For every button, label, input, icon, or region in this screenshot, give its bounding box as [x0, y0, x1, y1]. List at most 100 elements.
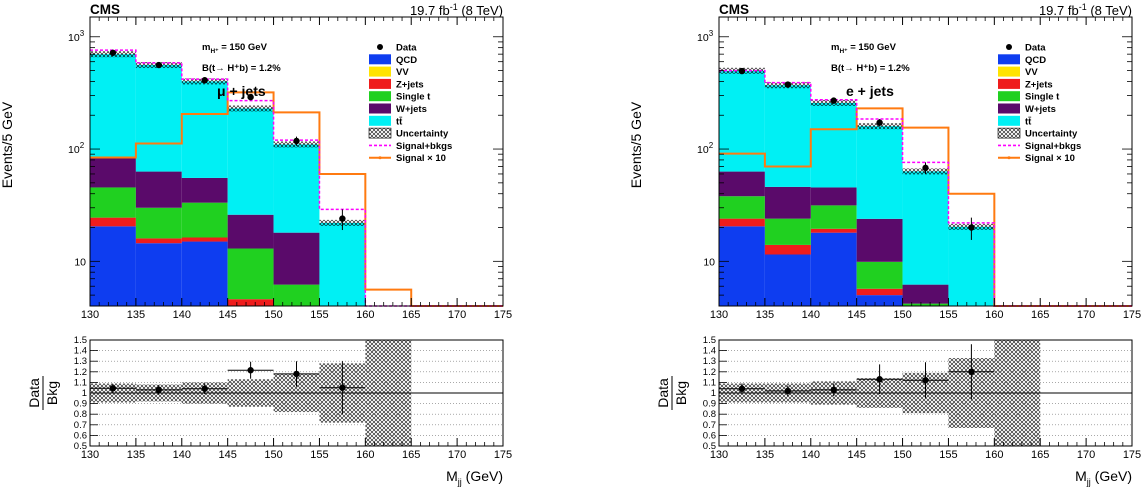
y-tick-label-2: 103 [68, 29, 85, 44]
ratio-y-tick-label-1: 0.6 [74, 430, 87, 441]
stack-bar-3-1 [764, 218, 811, 245]
legend-label-5: W+jets [396, 104, 427, 115]
x-tick-label-8: 170 [1077, 309, 1095, 321]
legend-swatch-5 [998, 103, 1020, 114]
x-axis-label-main: M [1075, 468, 1087, 484]
ratio-point-3 [247, 367, 254, 374]
channel-label: μ + jets [217, 83, 266, 99]
ratio-y-tick-label-8: 1.3 [703, 356, 716, 367]
ratio-x-tick-label-5: 155 [939, 449, 957, 461]
ratio-point-0 [738, 385, 746, 392]
stack-bar-5-3 [856, 126, 903, 219]
y-tick-label-exponent: 2 [80, 141, 85, 150]
stack-bar-3-2 [181, 202, 228, 238]
x-tick-label-1: 135 [127, 309, 145, 321]
legend-swatch-2 [998, 66, 1020, 77]
ratio-x-tick-label-7: 165 [1031, 449, 1049, 461]
legend-label-7: Uncertainty [396, 129, 449, 140]
stack-bar-2-3 [227, 299, 274, 306]
legend-swatch-5 [369, 103, 391, 114]
legend-swatch-4 [369, 91, 391, 102]
x-tick-label-3: 145 [847, 309, 865, 321]
ratio-y-tick-label-9: 1.4 [703, 346, 716, 357]
y-tick-label-exponent: 3 [80, 29, 85, 38]
x-axis-label-sub: jj [1086, 477, 1091, 487]
stack-bar-3-3 [856, 261, 903, 289]
data-point-3 [876, 119, 883, 126]
lumi-value: 19.7 fb [410, 3, 450, 18]
ratio-y-tick-label-6: 1.1 [74, 377, 87, 388]
x-tick-label-0: 130 [81, 309, 99, 321]
mass-value: = 150 GeV [219, 42, 268, 53]
y-tick-label-exponent: 3 [709, 29, 714, 38]
data-point-0 [109, 49, 117, 56]
data-point-5 [339, 215, 346, 222]
legend-swatch-3 [369, 78, 391, 89]
x-tick-label-2: 140 [173, 309, 191, 321]
ratio-x-tick-label-1: 135 [756, 449, 774, 461]
ratio-x-tick-label-8: 170 [1077, 449, 1095, 461]
main-frame [718, 16, 1133, 307]
x-tick-label-2: 140 [802, 309, 820, 321]
stack-bar-4-3 [227, 214, 274, 249]
ratio-y-tick-label-3: 0.8 [703, 409, 716, 420]
mass-label: mH⁺ = 150 GeV [831, 42, 897, 55]
ratio-y-tick-label-3: 0.8 [74, 409, 87, 420]
ratio-x-tick-label-4: 150 [264, 449, 282, 461]
ratio-y-tick-label-10: 1.5 [703, 335, 716, 346]
ratio-point-5 [968, 368, 975, 375]
ratio-point-3 [876, 376, 883, 383]
x-axis-label: Mjj (GeV) [1075, 468, 1132, 487]
ratio-point-4 [922, 377, 929, 384]
x-tick-label-3: 145 [218, 309, 236, 321]
ratio-x-tick-label-2: 140 [802, 449, 820, 461]
legend-swatch-4 [998, 91, 1020, 102]
ratio-y-tick-label-2: 0.7 [703, 420, 716, 431]
ratio-frame [89, 339, 504, 447]
ratio-x-tick-label-3: 145 [218, 449, 236, 461]
ratio-x-tick-label-6: 160 [985, 449, 1003, 461]
x-axis-label-main: M [446, 468, 458, 484]
stack-bar-4-0 [719, 171, 765, 197]
ratio-label-bottom: Bkg [44, 381, 60, 405]
ratio-label-top: Data [655, 378, 671, 408]
legend-swatch-6 [998, 115, 1020, 126]
stack-bar-5-0 [90, 54, 136, 158]
legend-label-6: tt̄ [1025, 116, 1032, 127]
data-point-2 [830, 97, 837, 104]
ratio-x-tick-label-8: 170 [448, 449, 466, 461]
ratio-y-axis-label: Data Bkg [655, 376, 689, 410]
stack-bar-5-5 [948, 226, 995, 306]
ratio-point-1 [784, 387, 792, 395]
legend-label-4: Single t [396, 92, 431, 103]
br-label: B(t→ H⁺b) = 1.2% [202, 63, 281, 74]
y-tick-label-exponent: 2 [709, 141, 714, 150]
x-tick-label-0: 130 [710, 309, 728, 321]
legend-marker-signal-x10 [1007, 156, 1011, 160]
x-tick-label-7: 165 [1031, 309, 1049, 321]
stack-bar-0-1 [764, 254, 811, 306]
ratio-y-axis-label: Data Bkg [26, 376, 60, 410]
legend-label-5: W+jets [1025, 104, 1056, 115]
legend-swatch-uncertainty [368, 127, 392, 139]
uncertainty-band-3 [227, 105, 274, 112]
ratio-point-1 [155, 386, 163, 394]
ratio-panel-e: 0.50.60.70.80.911.11.21.31.41.5 Data Bkg Mj… [655, 335, 1133, 487]
stack-bar-2-3 [856, 288, 903, 296]
y-tick-label-0: 10 [74, 256, 86, 268]
ratio-point-2 [830, 386, 837, 394]
ratio-y-tick-label-0: 0.5 [703, 441, 716, 452]
legend-label-0: Data [396, 43, 417, 54]
stack-bar-5-2 [810, 102, 857, 188]
stack-bar-5-4 [273, 144, 320, 233]
x-axis-label-sub: jj [457, 477, 462, 487]
ratio-x-tick-label-1: 135 [127, 449, 145, 461]
x-tick-label-8: 170 [448, 309, 466, 321]
chart-panel-e: 130 130 135 135 140 140 145 145 150 150 155 155 160 1… [628, 2, 1141, 487]
legend-label-3: Z+jets [1025, 79, 1053, 90]
legend-swatch-2 [369, 66, 391, 77]
stack-bar-5-4 [902, 171, 949, 285]
y-tick-label-1: 102 [68, 141, 85, 156]
legend-swatch-6 [369, 115, 391, 126]
